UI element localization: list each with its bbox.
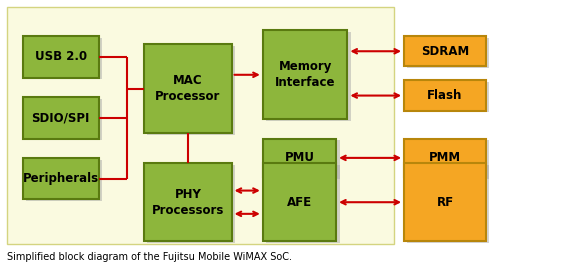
Bar xyxy=(404,80,486,111)
Text: Flash: Flash xyxy=(427,89,463,102)
Bar xyxy=(263,138,336,177)
Text: SDIO/SPI: SDIO/SPI xyxy=(32,111,90,124)
Bar xyxy=(404,36,486,66)
Text: Memory
Interface: Memory Interface xyxy=(275,60,336,89)
Bar xyxy=(23,158,99,199)
Bar xyxy=(266,32,351,121)
Bar xyxy=(407,165,489,243)
Text: USB 2.0: USB 2.0 xyxy=(34,50,87,63)
Bar xyxy=(147,165,235,243)
Bar xyxy=(23,97,99,138)
Bar xyxy=(26,99,102,140)
Text: PMM: PMM xyxy=(429,152,461,164)
Bar xyxy=(407,38,489,68)
Bar xyxy=(7,7,394,244)
Bar xyxy=(407,140,489,179)
Bar xyxy=(263,30,347,119)
Bar xyxy=(266,165,340,243)
Bar xyxy=(26,38,102,79)
Text: SDRAM: SDRAM xyxy=(421,45,469,58)
Text: PMU: PMU xyxy=(284,152,315,164)
Text: AFE: AFE xyxy=(287,196,312,209)
Bar xyxy=(404,138,486,177)
Text: PHY
Processors: PHY Processors xyxy=(151,188,224,217)
Bar xyxy=(263,163,336,241)
Bar xyxy=(404,163,486,241)
Bar xyxy=(144,44,232,133)
Bar xyxy=(147,46,235,135)
Bar xyxy=(144,163,232,241)
Text: MAC
Processor: MAC Processor xyxy=(155,74,220,103)
Bar xyxy=(407,82,489,112)
Text: RF: RF xyxy=(436,196,454,209)
Text: Simplified block diagram of the Fujitsu Mobile WiMAX SoC.: Simplified block diagram of the Fujitsu … xyxy=(7,252,292,262)
Text: Peripherals: Peripherals xyxy=(23,172,99,185)
Bar xyxy=(26,160,102,201)
Bar xyxy=(266,140,340,179)
Bar xyxy=(23,36,99,78)
